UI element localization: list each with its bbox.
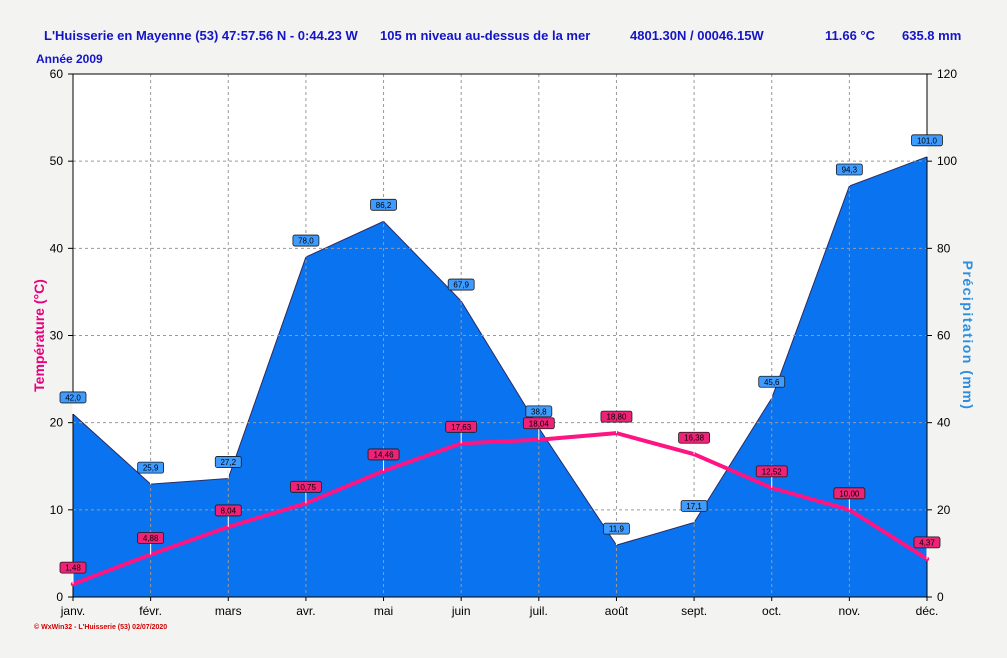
temperature-data-label: 4,37 [919,538,935,547]
left-axis-tick-label: 60 [50,67,64,81]
right-axis-tick-label: 120 [937,67,957,81]
temperature-data-label: 16,38 [684,434,705,443]
precipitation-data-label: 11,9 [609,525,625,534]
precipitation-data-box [680,500,708,512]
precipitation-data-box [447,278,475,291]
temperature-data-label: 8,04 [220,506,236,515]
left-axis-tick-label: 20 [50,416,64,430]
precipitation-data-label: 45,6 [764,378,780,387]
coordinates-label: 4801.30N / 00046.15W [630,28,764,43]
temperature-data-box [600,410,633,423]
right-axis-tick-label: 60 [937,329,951,343]
temperature-data-box [678,431,710,444]
right-axis-tick-label: 80 [937,241,951,255]
right-axis-tick-label: 40 [937,416,951,430]
precipitation-data-box [137,461,165,474]
precipitation-data-label: 38,8 [531,407,547,416]
total-precipitation-label: 635.8 mm [902,28,962,43]
precipitation-data-box [292,234,320,247]
temperature-data-label: 1,48 [65,564,81,573]
precipitation-data-label: 86,2 [376,201,392,210]
temperature-data-box [522,417,555,430]
grid-lines [73,74,927,597]
temperature-data-box [833,487,866,500]
left-axis-tick-label: 40 [50,241,64,255]
right-axis-tick-label: 0 [937,590,944,604]
precipitation-data-box [370,198,397,211]
x-axis-tick-label: juin [451,604,471,618]
chart-header: L'Huisserie en Mayenne (53) 47:57.56 N -… [0,28,1007,46]
x-axis-tick-label: nov. [838,604,860,618]
temperature-data-box [137,532,165,544]
left-axis-title: Température (°C) [31,279,47,392]
temperature-data-box [214,504,242,517]
precipitation-data-label: 25,9 [143,464,159,473]
temperature-line [71,431,929,587]
year-label: Année 2009 [36,52,103,66]
mean-temperature-label: 11.66 °C [825,28,876,43]
precipitation-data-label: 17,1 [686,502,702,511]
precipitation-data-box [603,522,630,535]
temperature-data-label: 10,75 [296,483,317,492]
temperature-data-label: 17,63 [451,423,472,432]
right-axis-tick-label: 100 [937,154,957,168]
precipitation-data-box [214,456,242,468]
temperature-data-box [367,448,400,461]
x-axis-tick-label: mars [215,604,242,618]
x-axis-tick-label: juil. [529,604,548,618]
x-axis-tick-label: déc. [916,604,939,618]
left-axis-tick-label: 30 [50,329,64,343]
temperature-data-label: 12,52 [762,467,783,476]
x-axis-tick-label: sept. [681,604,707,618]
precipitation-data-box [525,405,553,418]
precipitation-data-label: 78,0 [298,237,314,246]
right-axis-tick-label: 20 [937,503,951,517]
precipitation-data-box [835,163,863,176]
location-label: L'Huisserie en Mayenne (53) 47:57.56 N -… [44,28,358,43]
precipitation-data-box [911,134,943,147]
temperature-data-box [445,420,478,433]
temperature-data-box [755,465,788,478]
temperature-data-box [913,536,941,549]
x-axis-tick-label: oct. [762,604,781,618]
precipitation-data-box [59,391,87,404]
temperature-data-label: 10,00 [839,489,860,498]
x-axis-tick-label: mai [374,604,393,618]
precipitation-data-label: 42,0 [65,393,81,402]
temperature-data-box [59,561,87,574]
left-axis-tick-label: 10 [50,503,64,517]
x-axis-tick-label: avr. [296,604,315,618]
right-axis-title: Précipitation (mm) [960,261,976,411]
x-axis-tick-label: févr. [139,604,162,618]
precipitation-data-box [758,375,786,388]
temperature-data-label: 14,46 [374,450,395,459]
temperature-data-label: 18,04 [529,419,550,428]
x-axis-tick-label: août [605,604,629,618]
footer-credit: © WxWin32 - L'Huisserie (53) 02/07/2020 [34,624,168,631]
left-axis-tick-label: 50 [50,154,64,168]
temperature-data-label: 18,80 [606,413,627,422]
left-axis-tick-label: 0 [56,590,63,604]
precipitation-data-label: 94,3 [842,166,858,175]
x-axis-tick-label: janv. [60,604,85,618]
temperature-data-label: 4,88 [143,534,159,543]
precipitation-data-label: 67,9 [453,281,469,290]
temperature-data-box [290,480,322,493]
precipitation-data-label: 27,2 [220,458,236,467]
precipitation-data-label: 101,0 [917,136,938,145]
altitude-label: 105 m niveau au-dessus de la mer [380,28,591,43]
